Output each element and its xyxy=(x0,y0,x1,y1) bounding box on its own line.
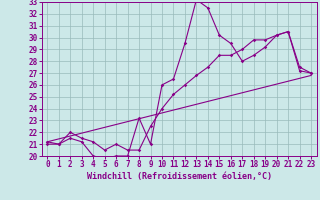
X-axis label: Windchill (Refroidissement éolien,°C): Windchill (Refroidissement éolien,°C) xyxy=(87,172,272,181)
